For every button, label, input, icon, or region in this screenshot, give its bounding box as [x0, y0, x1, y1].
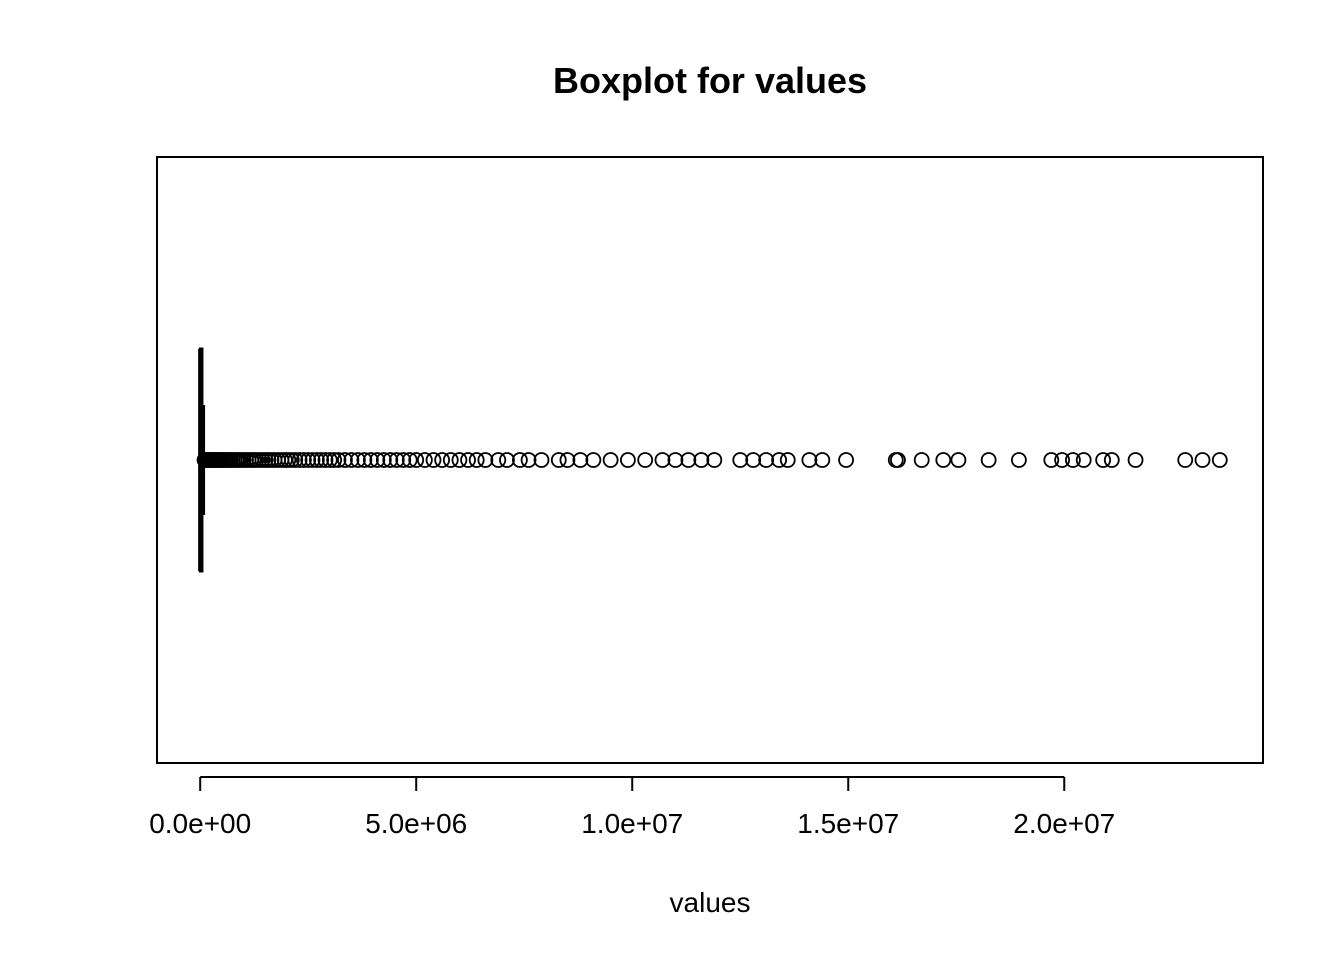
x-tick-label: 1.0e+07: [581, 808, 683, 839]
outlier-point: [490, 452, 507, 468]
outlier-point: [295, 452, 312, 468]
outlier-point: [401, 452, 418, 468]
outlier-point: [416, 452, 433, 468]
outlier-point: [935, 452, 952, 468]
outlier-point: [1043, 452, 1060, 468]
outlier-point: [814, 452, 831, 468]
outlier-point: [308, 452, 325, 468]
outlier-point: [680, 452, 697, 468]
outlier-point: [1095, 452, 1112, 468]
outlier-point: [337, 452, 353, 468]
outlier-point: [425, 452, 442, 468]
outlier-point: [451, 452, 468, 468]
outlier-point: [388, 452, 405, 468]
outlier-point: [434, 452, 451, 468]
outlier-point: [572, 452, 589, 468]
outlier-point: [512, 452, 528, 468]
outlier-point: [313, 452, 330, 468]
outlier-point: [890, 452, 906, 468]
plot-frame: [156, 156, 1264, 764]
outlier-point: [732, 452, 749, 468]
outlier-point: [913, 452, 930, 468]
outlier-point: [693, 452, 710, 468]
outlier-point: [637, 452, 654, 468]
outlier-point: [602, 452, 619, 468]
outlier-point: [349, 452, 366, 468]
outlier-point: [395, 452, 412, 468]
outlier-point: [317, 452, 334, 468]
outlier-point: [326, 452, 343, 468]
x-tick-label: 0.0e+00: [149, 808, 251, 839]
outlier-point: [520, 452, 537, 468]
outlier-point: [758, 452, 775, 468]
outlier-point: [745, 452, 762, 468]
outlier-point: [468, 452, 485, 468]
outlier-point: [533, 452, 550, 468]
outlier-point: [559, 452, 576, 468]
outlier-point: [838, 452, 854, 468]
outlier-point: [300, 452, 317, 468]
outlier-point: [1011, 452, 1027, 468]
outlier-point: [375, 452, 392, 468]
x-tick-label: 1.5e+07: [797, 808, 899, 839]
x-tick-label: 5.0e+06: [365, 808, 467, 839]
outlier-point: [620, 452, 636, 468]
outlier-point: [291, 452, 308, 468]
outlier-point: [330, 452, 347, 468]
outlier-point: [667, 452, 684, 468]
outlier-point: [408, 452, 425, 468]
outlier-point: [1065, 452, 1081, 468]
outlier-point: [550, 452, 567, 468]
outlier-point: [1075, 452, 1092, 468]
outlier-point: [779, 452, 796, 468]
outlier-point: [950, 452, 967, 468]
outlier-point: [801, 452, 818, 468]
outlier-point: [356, 452, 373, 468]
x-axis-label: values: [670, 887, 751, 918]
outlier-point: [980, 452, 997, 468]
x-tick-label: 2.0e+07: [1013, 808, 1115, 839]
outlier-point: [1054, 452, 1071, 468]
outlier-point: [382, 452, 399, 468]
outlier-group: [196, 452, 1228, 468]
outlier-point: [1127, 452, 1144, 468]
outlier-point: [585, 452, 602, 468]
outlier-point: [362, 452, 379, 468]
outlier-point: [442, 452, 459, 468]
outlier-point: [1177, 452, 1194, 468]
outlier-point: [771, 452, 788, 468]
outlier-point: [1211, 452, 1228, 468]
outlier-point: [706, 452, 723, 468]
outlier-point: [499, 452, 515, 468]
outlier-point: [369, 452, 386, 468]
outlier-point: [304, 452, 321, 468]
outlier-point: [1103, 452, 1120, 468]
outlier-point: [321, 452, 338, 468]
outlier-point: [654, 452, 671, 468]
outlier-point: [477, 452, 494, 468]
outlier-point: [343, 452, 360, 468]
x-axis: 0.0e+00 5.0e+06 1.0e+07 1.5e+07 2.0e+07: [149, 776, 1115, 839]
chart-title: Boxplot for values: [553, 60, 867, 101]
outlier-point: [460, 452, 476, 468]
outlier-point: [287, 452, 304, 468]
outlier-point: [1194, 452, 1211, 468]
